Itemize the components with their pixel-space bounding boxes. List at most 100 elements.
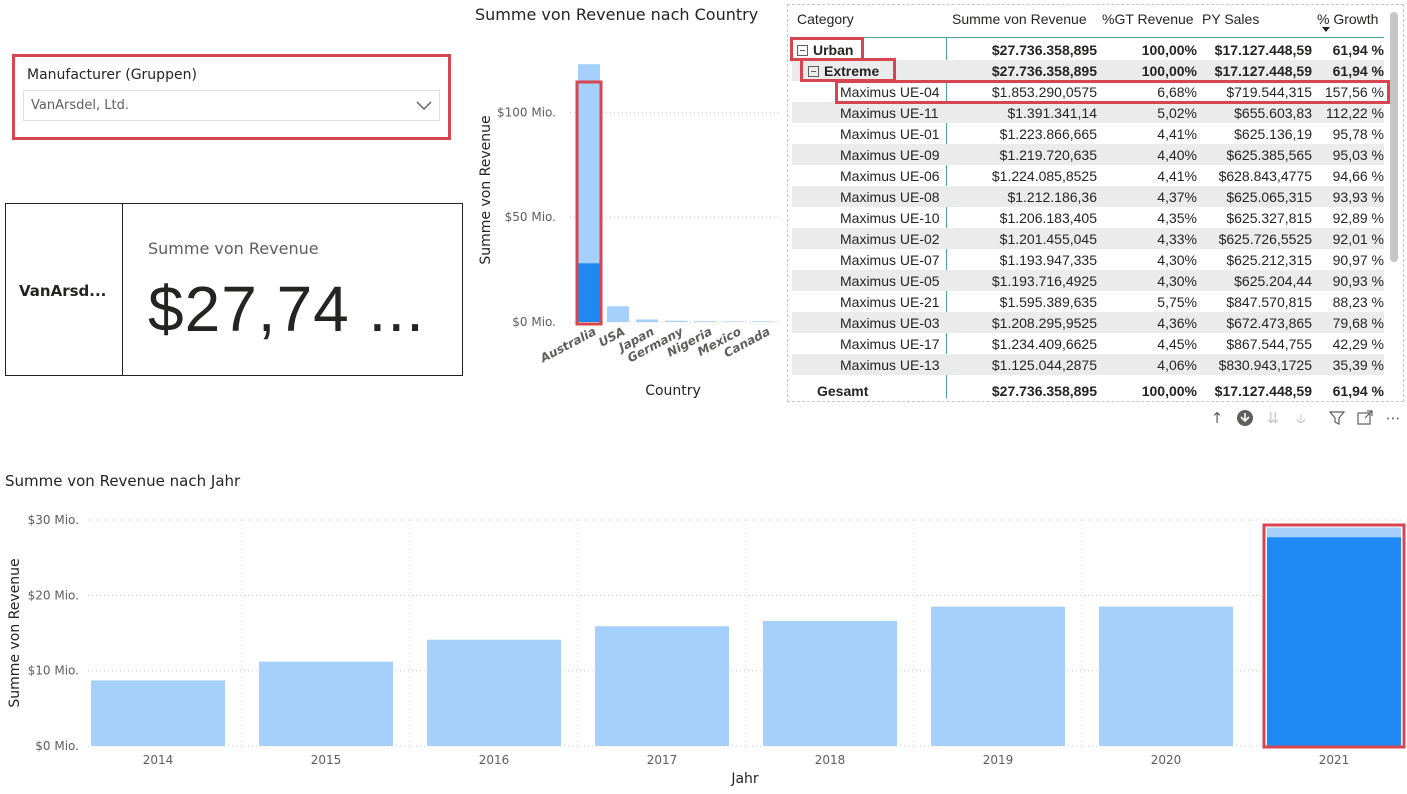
- matrix-cell-revenue: $1.193.716,4925: [991, 273, 1097, 289]
- row-header-level1[interactable]: Urban: [797, 42, 853, 58]
- matrix-cell-gt: 4,30%: [1157, 273, 1197, 289]
- matrix-data-row[interactable]: Maximus UE-02 $1.201.455,045 4,33% $625.726…: [792, 228, 1384, 249]
- focus-mode-icon[interactable]: [1356, 409, 1374, 427]
- bar-2016: [427, 639, 561, 746]
- x-axis-title: Jahr: [730, 771, 759, 787]
- matrix-cell-gt: 4,30%: [1157, 252, 1197, 268]
- x-tick-label: 2014: [143, 753, 174, 767]
- more-options-icon[interactable]: ⋯: [1385, 409, 1401, 427]
- matrix-scrollbar[interactable]: [1390, 12, 1398, 262]
- bar-2014: [91, 680, 225, 746]
- sort-desc-icon: [1322, 27, 1330, 32]
- card-row-label[interactable]: VanArsd...: [19, 282, 107, 300]
- drill-up-icon[interactable]: ↑: [1210, 409, 1224, 427]
- expand-all-icon[interactable]: ⫝: [1296, 409, 1306, 427]
- matrix-data-row[interactable]: Maximus UE-09 $1.219.720,635 4,40% $625.385…: [792, 144, 1384, 165]
- x-tick-label: 2016: [479, 753, 510, 767]
- matrix-data-row[interactable]: Maximus UE-17 $1.234.409,6625 4,45% $867.54…: [792, 333, 1384, 354]
- matrix-cell-revenue: $1.595.389,635: [999, 294, 1097, 310]
- matrix-header-cell[interactable]: %GT Revenue: [1102, 11, 1194, 27]
- year-bar-chart: $0 Mio. $10 Mio. $20 Mio. $30 Mio. 2014 2015 2…: [7, 513, 1406, 787]
- bar-highlight-2021: [1267, 537, 1401, 746]
- matrix-cell-py: $625.385,565: [1226, 147, 1312, 163]
- matrix-cell-growth: 61,94 %: [1332, 63, 1384, 79]
- matrix-header-cell[interactable]: Category: [797, 11, 854, 27]
- drill-down-icon[interactable]: [1236, 409, 1254, 427]
- matrix-cell-label: Maximus UE-03: [840, 315, 940, 331]
- x-axis-title: Country: [645, 383, 701, 399]
- matrix-data-row[interactable]: Maximus UE-03 $1.208.295,9525 4,36% $672.47…: [792, 312, 1384, 333]
- bar-2015: [259, 661, 393, 746]
- bar-2019: [931, 606, 1065, 746]
- chevron-down-icon: [416, 101, 432, 110]
- x-tick-label: 2015: [311, 753, 342, 767]
- matrix-data-row[interactable]: Maximus UE-11 $1.391.341,14 5,02% $655.603,…: [792, 102, 1384, 123]
- collapse-icon[interactable]: [808, 66, 819, 77]
- matrix-cell-py: $830.943,1725: [1218, 357, 1312, 373]
- filter-icon[interactable]: [1328, 409, 1346, 427]
- matrix-data-row[interactable]: Maximus UE-10 $1.206.183,405 4,35% $625.327…: [792, 207, 1384, 228]
- matrix-cell-label: Maximus UE-05: [840, 273, 940, 289]
- matrix-header-cell[interactable]: % Growth: [1317, 11, 1379, 27]
- row-header-level2[interactable]: Extreme: [808, 63, 879, 79]
- bar-germany: [665, 320, 687, 322]
- australia-highlight: [575, 80, 603, 326]
- card-measure-value: $27,74 ...: [148, 273, 425, 345]
- matrix-cell-revenue: $1.201.455,045: [999, 231, 1097, 247]
- matrix-cell-revenue: $1.223.866,665: [999, 126, 1097, 142]
- matrix-cell-revenue: $1.208.295,9525: [991, 315, 1097, 331]
- matrix-data-row[interactable]: Maximus UE-01 $1.223.866,665 4,41% $625.136…: [792, 123, 1384, 144]
- matrix-cell-py: $719.544,315: [1226, 84, 1312, 100]
- matrix-cell-revenue: $27.736.358,895: [991, 42, 1097, 58]
- matrix-cell-revenue: $27.736.358,895: [991, 383, 1097, 399]
- matrix-header-cell[interactable]: PY Sales: [1202, 11, 1260, 27]
- matrix-cell-py: $625.204,44: [1234, 273, 1312, 289]
- y-tick-label: $50 Mio.: [505, 210, 556, 224]
- matrix-cell-growth: 42,29 %: [1332, 336, 1384, 352]
- matrix-cell-growth: 35,39 %: [1332, 357, 1384, 373]
- matrix-data-row[interactable]: Maximus UE-06 $1.224.085,8525 4,41% $628.84…: [792, 165, 1384, 186]
- matrix-row-level1[interactable]: Urban $27.736.358,895 100,00% $17.127.448,5…: [792, 39, 1384, 60]
- matrix-cell-label: Maximus UE-17: [840, 336, 940, 352]
- matrix-data-row[interactable]: Maximus UE-07 $1.193.947,335 4,30% $625.212…: [792, 249, 1384, 270]
- matrix-cell-revenue: $1.391.341,14: [1007, 105, 1097, 121]
- matrix-data-row[interactable]: Maximus UE-04 $1.853.290,0575 6,68% $719.54…: [792, 81, 1384, 102]
- matrix-cell-label: Gesamt: [817, 383, 869, 399]
- matrix-data-row[interactable]: Maximus UE-05 $1.193.716,4925 4,30% $625.20…: [792, 270, 1384, 291]
- matrix-cell-growth: 112,22 %: [1325, 105, 1384, 121]
- bar-usa: [607, 306, 629, 322]
- matrix-frame: [787, 4, 1404, 402]
- matrix-cell-growth: 90,97 %: [1332, 252, 1384, 268]
- matrix-cell-revenue: $1.193.947,335: [999, 252, 1097, 268]
- card-divider: [122, 204, 123, 375]
- matrix-cell-growth: 79,68 %: [1332, 315, 1384, 331]
- matrix-cell-py: $655.603,83: [1234, 105, 1312, 121]
- matrix-cell-py: $628.843,4775: [1218, 168, 1312, 184]
- matrix-data-row[interactable]: Maximus UE-13 $1.125.044,2875 4,06% $830.94…: [792, 354, 1384, 375]
- collapse-icon[interactable]: [797, 45, 808, 56]
- matrix-cell-growth: 93,93 %: [1332, 189, 1384, 205]
- column-separator: [946, 38, 947, 398]
- matrix-cell-py: $672.473,865: [1226, 315, 1312, 331]
- matrix-header-cell[interactable]: Summe von Revenue: [952, 11, 1087, 27]
- revenue-card-table: VanArsd... Summe von Revenue $27,74 ...: [5, 203, 463, 376]
- matrix-cell-label: Maximus UE-08: [840, 189, 940, 205]
- matrix-data-row[interactable]: Maximus UE-08 $1.212.186,36 4,37% $625.065,…: [792, 186, 1384, 207]
- matrix-header: Category Summe von Revenue %GT Revenue PY S…: [792, 8, 1384, 32]
- manufacturer-dropdown[interactable]: VanArsdel, Ltd.: [23, 90, 440, 121]
- row-header-label: Extreme: [824, 63, 880, 79]
- matrix-cell-label: Maximus UE-13: [840, 357, 940, 373]
- x-tick-label: 2020: [1151, 753, 1182, 767]
- y-tick-label: $100 Mio.: [497, 105, 556, 119]
- matrix-data-row[interactable]: Maximus UE-21 $1.595.389,635 5,75% $847.570…: [792, 291, 1384, 312]
- matrix-cell-revenue: $1.206.183,405: [999, 210, 1097, 226]
- row-highlight: [835, 80, 1390, 104]
- matrix-cell-label: Maximus UE-21: [840, 294, 940, 310]
- y-tick-label: $20 Mio.: [28, 588, 79, 602]
- country-bar-chart: $0 Mio.$50 Mio.$100 Mio.AustraliaUSAJapa…: [478, 64, 780, 399]
- matrix-row-level2[interactable]: Extreme $27.736.358,895 100,00% $17.127.448…: [792, 60, 1384, 81]
- expand-next-level-icon[interactable]: ⇊: [1266, 409, 1280, 427]
- x-tick-label: 2018: [815, 753, 846, 767]
- matrix-cell-revenue: $1.125.044,2875: [991, 357, 1097, 373]
- y-tick-label: $10 Mio.: [28, 664, 79, 678]
